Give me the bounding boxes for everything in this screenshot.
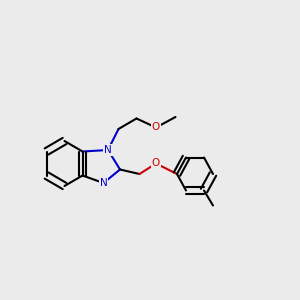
Text: N: N <box>104 145 112 155</box>
Text: N: N <box>100 178 107 188</box>
Text: O: O <box>152 158 160 169</box>
Text: O: O <box>152 122 160 133</box>
